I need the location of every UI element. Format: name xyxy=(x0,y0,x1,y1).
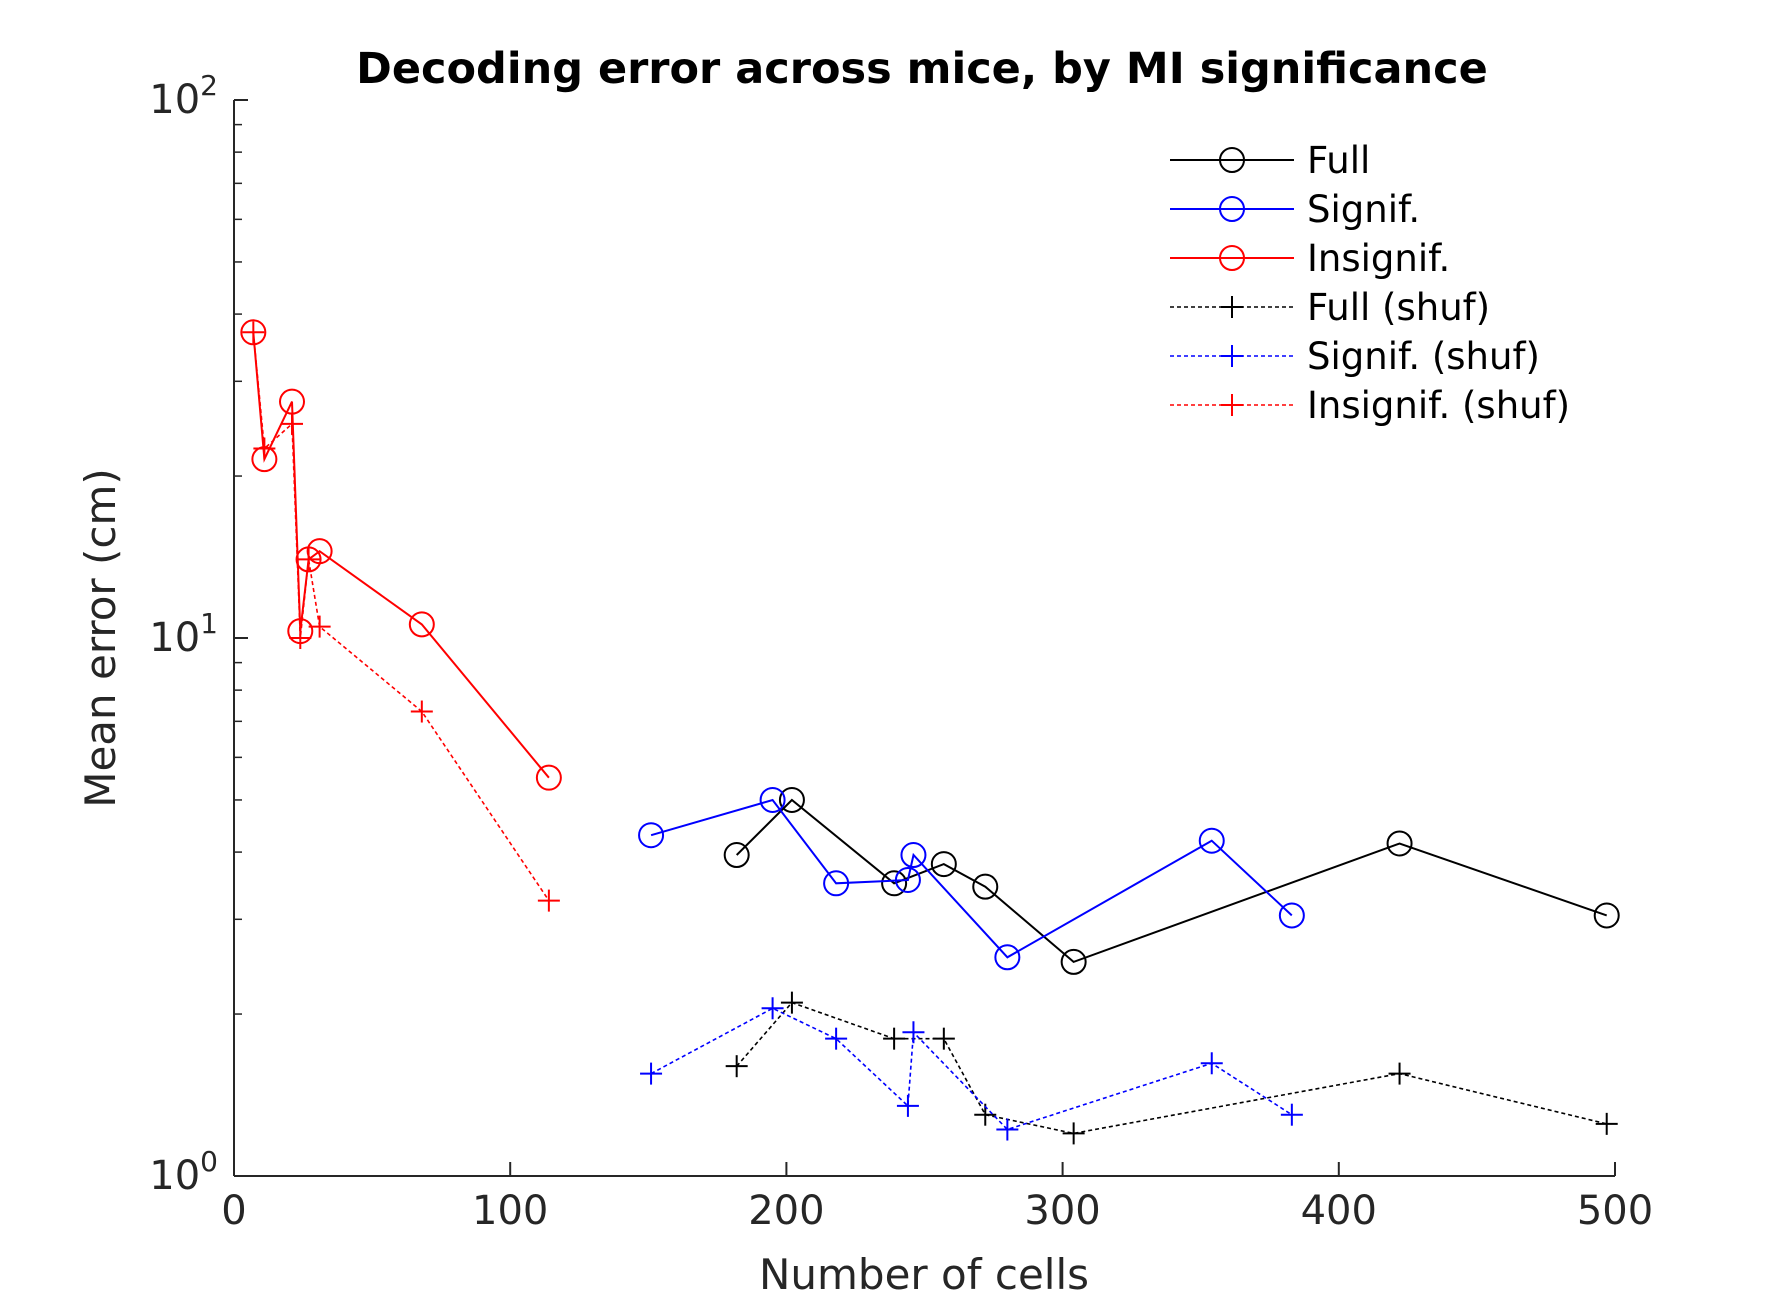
data-point-full-4 xyxy=(930,851,957,878)
data-point-insignif-1 xyxy=(240,319,267,346)
legend-label-full: Full xyxy=(1307,139,1370,182)
data-point-full-shuf-8 xyxy=(1595,1112,1618,1135)
series-signif xyxy=(638,786,1305,971)
legend: Full Signif. Insignif. Full (shuf) Signif. (… xyxy=(1170,139,1570,427)
data-point-insignif-7 xyxy=(408,611,435,638)
legend-entry-insignif-shuf: Insignif. (shuf) xyxy=(1170,384,1570,427)
data-point-insignif-shuf-5 xyxy=(297,548,320,571)
series-signif-shuf xyxy=(640,997,1303,1141)
data-point-full-shuf-3 xyxy=(883,1027,906,1050)
data-point-signif-7 xyxy=(1198,827,1225,854)
data-point-insignif-shuf-7 xyxy=(410,700,433,723)
data-point-full-shuf-6 xyxy=(1062,1122,1085,1145)
legend-label-insignif-shuf: Insignif. (shuf) xyxy=(1307,384,1570,427)
legend-marker-full xyxy=(1219,147,1245,173)
data-point-insignif-shuf-3 xyxy=(281,412,304,435)
series-line-signif-shuf xyxy=(650,1007,1293,1131)
data-point-full-6 xyxy=(1060,948,1087,975)
data-point-full-shuf-4 xyxy=(932,1027,955,1050)
data-point-signif-6 xyxy=(994,944,1021,971)
data-point-signif-8 xyxy=(1278,902,1305,929)
data-point-signif-shuf-8 xyxy=(1280,1103,1303,1126)
legend-marker-insignif xyxy=(1219,245,1245,271)
data-point-insignif-shuf-6 xyxy=(308,615,331,638)
data-point-signif-shuf-1 xyxy=(640,1062,663,1085)
series-layer xyxy=(240,319,1620,1145)
legend-entry-insignif: Insignif. xyxy=(1170,237,1450,280)
legend-marker-signif xyxy=(1219,196,1245,222)
data-point-signif-shuf-2 xyxy=(761,997,784,1020)
data-point-full-1 xyxy=(723,842,750,869)
legend-entry-signif-shuf: Signif. (shuf) xyxy=(1170,335,1540,378)
data-point-insignif-shuf-8 xyxy=(537,889,560,912)
data-point-full-7 xyxy=(1386,830,1413,857)
y-tick-label-100: 102 xyxy=(149,69,218,123)
legend-entry-full-shuf: Full (shuf) xyxy=(1170,286,1490,329)
x-tick-label-100: 100 xyxy=(472,1188,548,1234)
data-point-signif-shuf-6 xyxy=(996,1118,1019,1141)
series-line-full xyxy=(735,798,1608,964)
x-axis-label: Number of cells xyxy=(759,1250,1089,1299)
data-point-insignif-shuf-1 xyxy=(242,321,265,344)
data-point-insignif-shuf-2 xyxy=(253,437,276,460)
y-ticks: 100 101 102 xyxy=(149,69,248,1199)
data-point-full-shuf-1 xyxy=(725,1055,748,1078)
data-point-signif-shuf-5 xyxy=(902,1021,925,1044)
legend-label-full-shuf: Full (shuf) xyxy=(1307,286,1490,329)
axes-background xyxy=(234,100,1615,1176)
data-point-signif-4 xyxy=(894,866,921,893)
y-tick-label-1: 100 xyxy=(149,1145,218,1199)
series-line-insignif-shuf xyxy=(252,332,550,902)
data-point-insignif-shuf-4 xyxy=(289,627,312,649)
legend-marker-full-shuf xyxy=(1221,296,1243,318)
x-tick-label-0: 0 xyxy=(221,1188,246,1234)
data-point-insignif-8 xyxy=(535,764,562,791)
x-ticks: 0 100 200 300 400 500 xyxy=(221,1162,1653,1234)
legend-marker-insignif-shuf xyxy=(1221,394,1243,416)
chart-title: Decoding error across mice, by MI signif… xyxy=(356,44,1488,94)
data-point-signif-1 xyxy=(638,822,665,849)
data-point-signif-2 xyxy=(759,786,786,813)
data-point-signif-shuf-7 xyxy=(1200,1052,1223,1075)
data-point-signif-shuf-4 xyxy=(896,1094,919,1117)
series-insignif-shuf xyxy=(242,321,560,912)
y-tick-label-10: 101 xyxy=(149,607,218,661)
legend-label-signif: Signif. xyxy=(1307,188,1420,231)
legend-marker-signif-shuf xyxy=(1221,345,1243,367)
data-point-full-5 xyxy=(972,873,999,900)
y-axis-label: Mean error (cm) xyxy=(76,468,125,808)
x-tick-label-200: 200 xyxy=(748,1188,824,1234)
data-point-full-shuf-7 xyxy=(1388,1062,1411,1085)
data-point-full-8 xyxy=(1593,902,1620,929)
data-point-signif-shuf-3 xyxy=(825,1027,848,1050)
legend-entry-full: Full xyxy=(1170,139,1370,182)
legend-label-signif-shuf: Signif. (shuf) xyxy=(1307,335,1540,378)
plot-area xyxy=(234,100,1615,1176)
legend-label-insignif: Insignif. xyxy=(1307,237,1450,280)
series-full xyxy=(723,786,1620,975)
x-tick-label-300: 300 xyxy=(1024,1188,1100,1234)
legend-entry-signif: Signif. xyxy=(1170,188,1420,231)
data-point-full-shuf-2 xyxy=(780,991,803,1014)
data-point-signif-5 xyxy=(900,842,927,869)
data-point-full-2 xyxy=(778,786,805,813)
x-tick-label-400: 400 xyxy=(1301,1188,1377,1234)
x-tick-label-500: 500 xyxy=(1577,1188,1653,1234)
series-line-full-shuf xyxy=(736,1001,1607,1135)
data-point-full-3 xyxy=(881,870,908,897)
data-point-signif-3 xyxy=(823,870,850,897)
